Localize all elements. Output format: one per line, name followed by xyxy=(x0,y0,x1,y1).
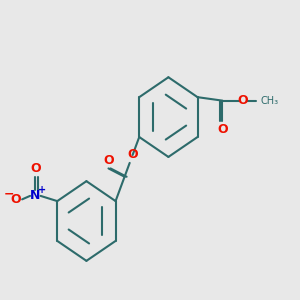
Text: N: N xyxy=(30,189,40,203)
Text: O: O xyxy=(30,162,40,175)
Text: CH₃: CH₃ xyxy=(260,96,279,106)
Text: O: O xyxy=(237,94,248,107)
Text: O: O xyxy=(103,154,114,167)
Text: O: O xyxy=(10,193,21,206)
Text: O: O xyxy=(127,148,138,161)
Text: O: O xyxy=(217,122,228,136)
Text: −: − xyxy=(4,188,14,201)
Text: +: + xyxy=(38,185,46,195)
